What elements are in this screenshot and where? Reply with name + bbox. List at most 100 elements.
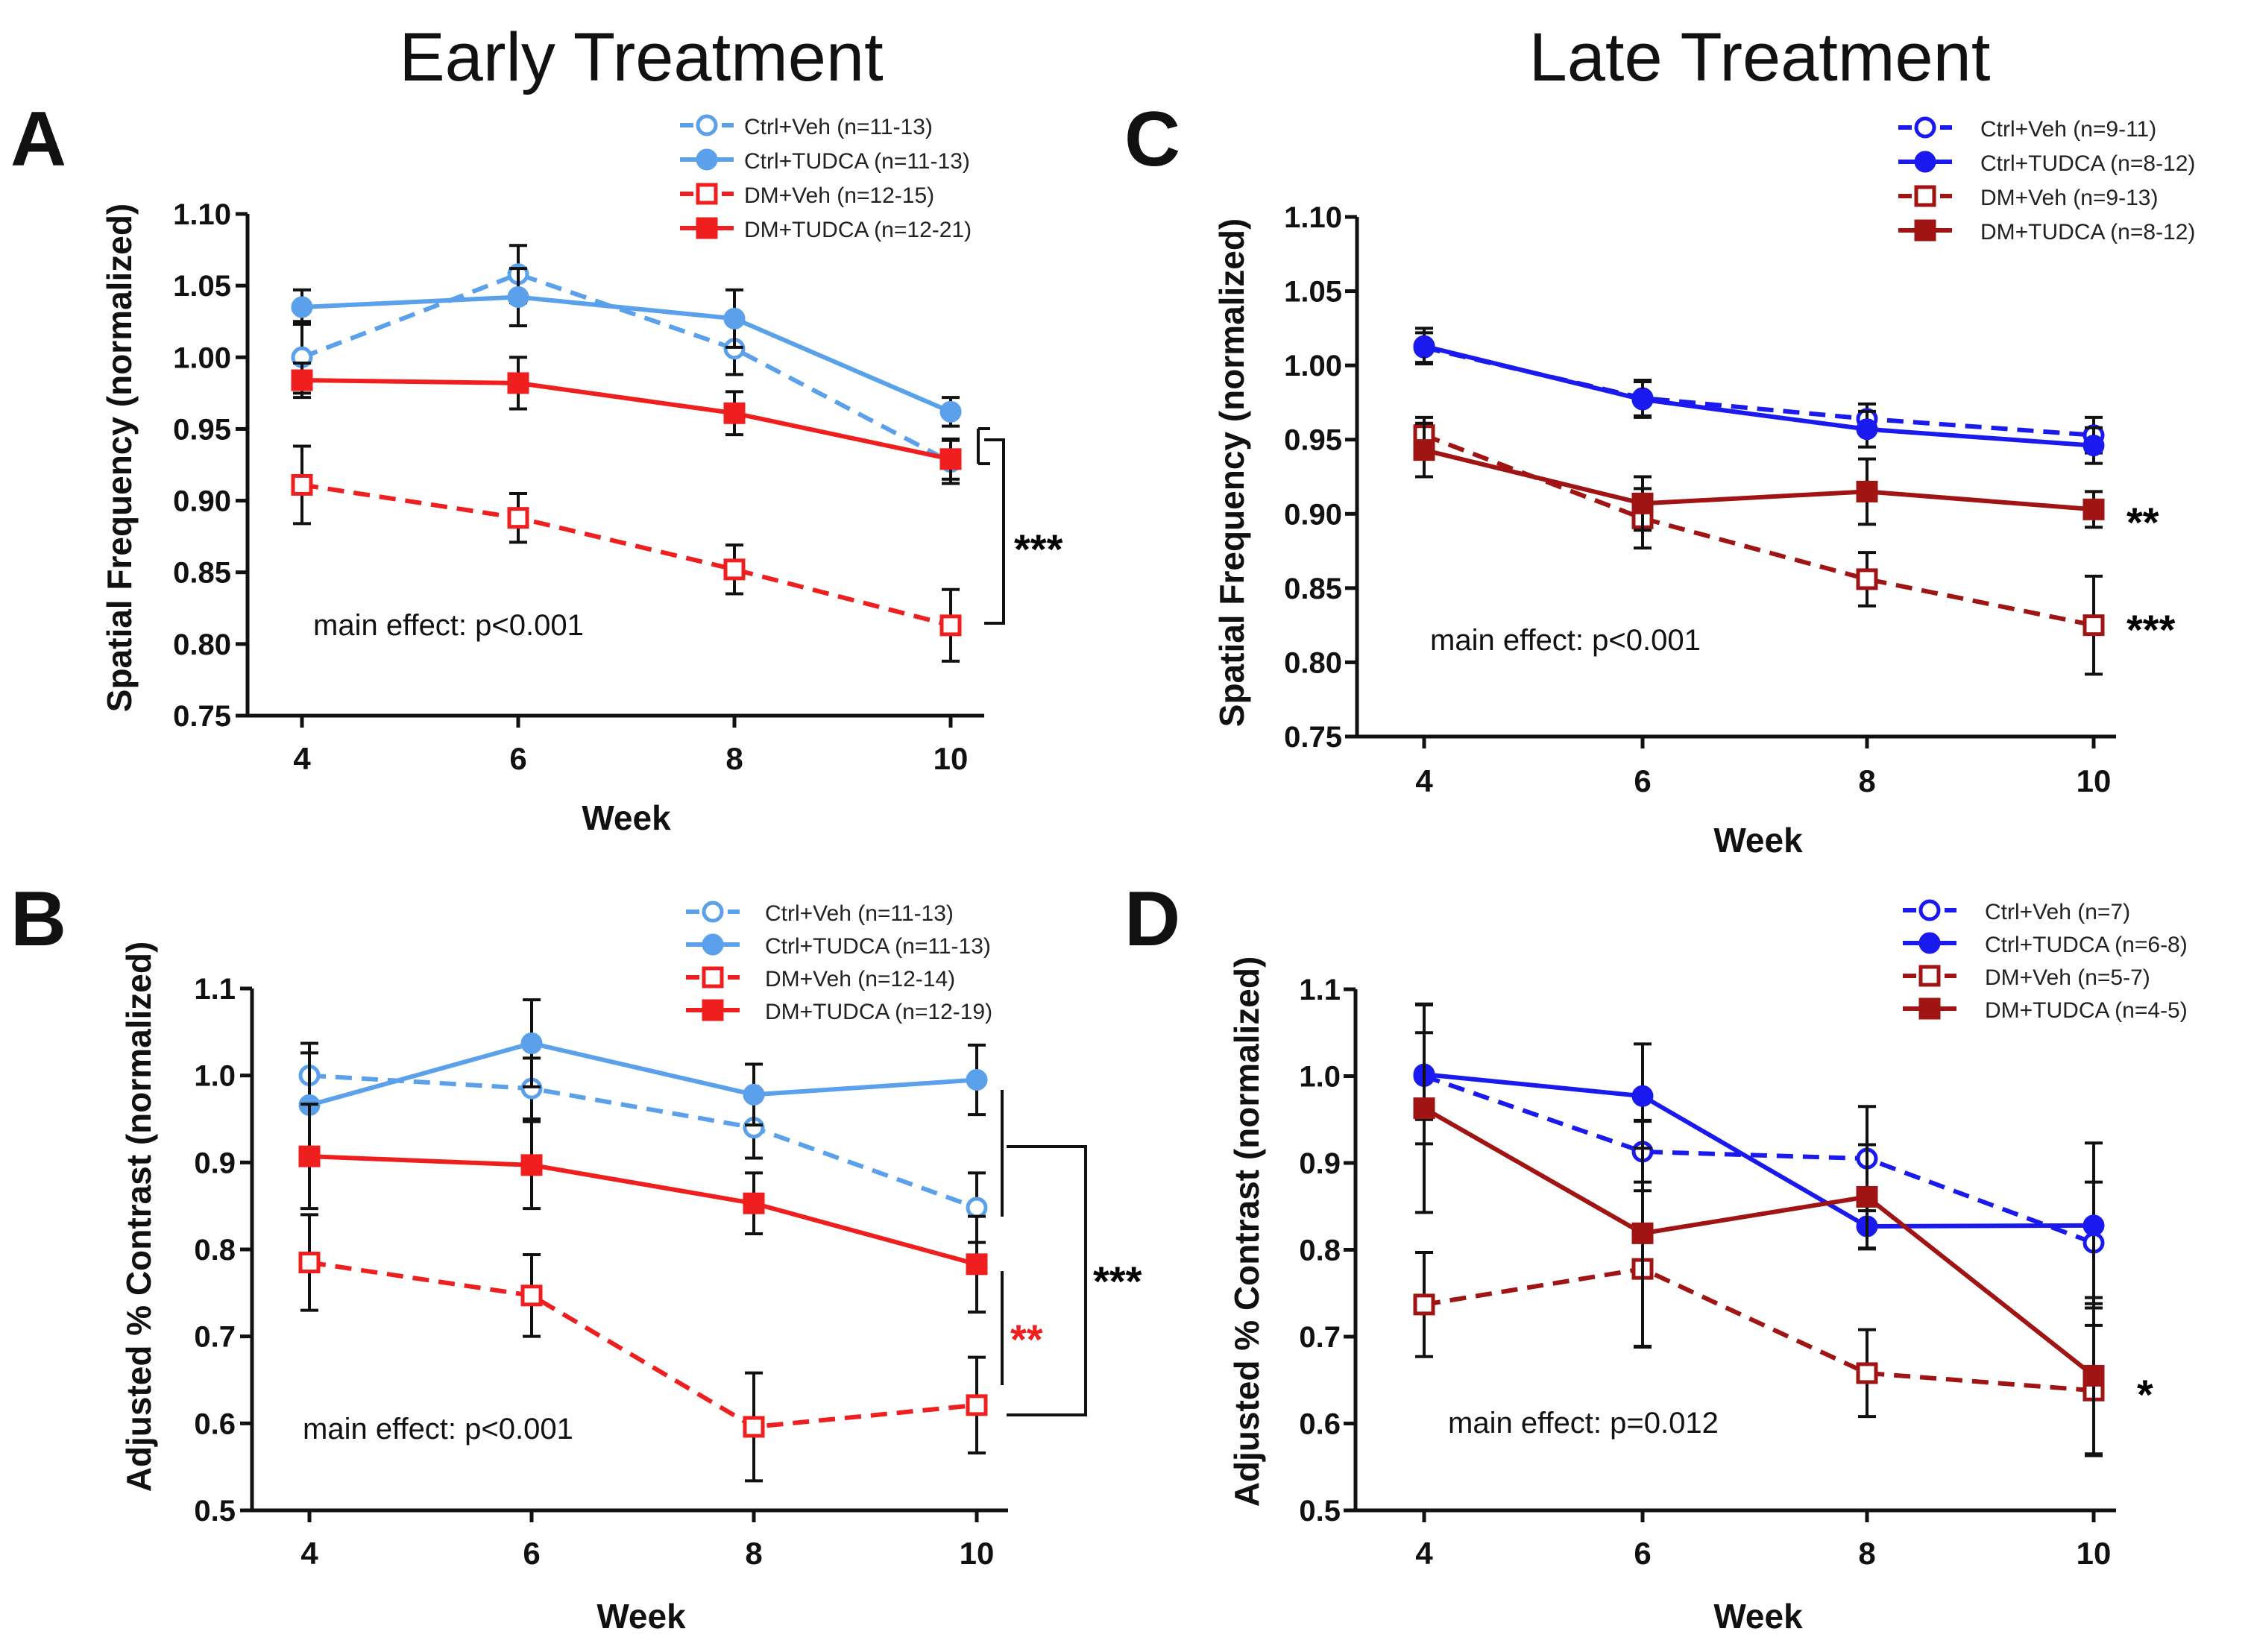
panel-b-significance-double-star: **: [1010, 1316, 1043, 1363]
panel-a-series-3-point: [939, 614, 962, 637]
panel-a-legend-swatch-marker-2: [696, 148, 718, 171]
panel-d-y-tick-label: 0.8: [1299, 1235, 1341, 1267]
panel-d-series-3-point: [1413, 1293, 1435, 1316]
panel-b-y-tick-label: 0.9: [194, 1147, 236, 1179]
panel-c-series-1-line: [1423, 345, 2094, 438]
panel-a-y-tick-label: 1.00: [173, 341, 231, 374]
panel-a-y-axis-title: Spatial Frequency (normalized): [100, 204, 139, 712]
panel-c-chart: C main effect: p<0.001 Week Spatial Freq…: [1124, 96, 2195, 860]
panel-a-letter: A: [10, 96, 66, 183]
panel-c-letter: C: [1124, 96, 1180, 183]
panel-c-series-2-point: [2082, 435, 2105, 457]
panel-d-x-axis-title: Week: [1713, 1597, 1803, 1636]
panel-d-y-tick-label: 0.7: [1299, 1321, 1341, 1354]
panel-c-legend-label-1: Ctrl+Veh (n=9-11): [1980, 117, 2156, 142]
panel-a-series-3-point: [723, 558, 746, 581]
panel-b-series-3-point: [966, 1394, 988, 1416]
panel-a-legend-label-4: DM+TUDCA (n=12-21): [744, 218, 972, 242]
panel-a-main-effect-note: main effect: p<0.001: [313, 609, 584, 642]
panel-d-y-tick-label: 1.0: [1299, 1061, 1341, 1094]
panel-d-legend-label-1: Ctrl+Veh (n=7): [1985, 900, 2130, 924]
panel-c-legend-label-2: Ctrl+TUDCA (n=8-12): [1980, 151, 2195, 176]
panel-b-legend-label-4: DM+TUDCA (n=12-19): [765, 1000, 992, 1024]
panel-d-legend-swatch-marker-1: [1918, 899, 1941, 921]
panel-c-y-tick-label: 0.85: [1284, 573, 1342, 605]
panel-c-y-tick-label: 0.80: [1284, 646, 1342, 679]
panel-b-legend-swatch-marker-2: [702, 933, 724, 956]
panel-a-series-3-point: [291, 473, 313, 496]
panel-c-legend-swatch-marker-1: [1914, 116, 1936, 139]
panel-b-x-axis-title: Week: [596, 1597, 686, 1636]
panel-a-y-tick-label: 0.75: [173, 700, 231, 733]
panel-b-legend-swatch-marker-1: [702, 901, 724, 923]
panel-c-series-4-point: [2082, 498, 2105, 520]
panel-a-legend-label-2: Ctrl+TUDCA (n=11-13): [744, 149, 970, 174]
panel-b-y-tick-label: 0.6: [194, 1407, 236, 1440]
panel-b-legend-swatch-marker-4: [702, 999, 724, 1021]
panel-c-x-tick-label: 10: [2077, 763, 2112, 798]
panel-a-series-4-point: [291, 369, 313, 391]
panel-c-y-tick-label: 0.75: [1284, 721, 1342, 754]
panel-d-series-3-point: [1856, 1362, 1878, 1384]
panel-b-legend-swatch-marker-3: [702, 966, 724, 989]
panel-c-x-axis-title: Week: [1713, 821, 1803, 860]
panel-d-letter: D: [1124, 876, 1180, 962]
panel-c-y-tick-label: 0.90: [1284, 498, 1342, 531]
panel-a-series-4-point: [939, 448, 962, 470]
panel-b-y-tick-label: 1.0: [194, 1060, 236, 1093]
panel-d-legend-swatch-marker-4: [1918, 997, 1941, 1020]
panel-a-x-tick-label: 4: [293, 741, 311, 776]
panel-d-series-1-line: [1423, 1074, 2095, 1245]
panel-c-legend-swatch-marker-2: [1914, 151, 1936, 173]
panel-b-legend-label-2: Ctrl+TUDCA (n=11-13): [765, 934, 991, 959]
panel-c-series-3-point: [2082, 614, 2105, 637]
panel-d-significance-star: *: [2137, 1371, 2153, 1418]
panel-c-series-4-point: [1413, 439, 1435, 461]
panel-c-legend-swatch-marker-4: [1914, 219, 1936, 242]
panel-c-series-2-line: [1423, 344, 2094, 448]
panel-b-series-3-line: [309, 1260, 977, 1429]
panel-d-legend-swatch-marker-3: [1918, 965, 1941, 987]
panel-d-y-tick-label: 1.1: [1299, 974, 1341, 1006]
panel-d-series-4-point: [1413, 1097, 1435, 1120]
panel-c-series-2-point: [1856, 418, 1878, 441]
panel-a-y-tick-label: 0.95: [173, 413, 231, 446]
panel-a-x-tick-label: 6: [509, 741, 526, 776]
panel-d-series-4-line: [1423, 1106, 2095, 1378]
panel-a-legend-swatch-marker-3: [696, 183, 718, 205]
panel-b-series-1-point: [966, 1197, 988, 1219]
panel-d-series-4-point: [2082, 1364, 2105, 1387]
panel-b-chart: B main effect: p<0.001 Week Adjusted % C…: [10, 876, 1142, 1636]
panel-d-main-effect-note: main effect: p=0.012: [1448, 1407, 1719, 1440]
panel-d-legend-label-3: DM+Veh (n=5-7): [1985, 965, 2150, 990]
panel-c-series-4-point: [1856, 480, 1878, 502]
panel-b-series-1-line: [309, 1073, 978, 1210]
panel-a-y-tick-label: 0.85: [173, 557, 231, 590]
panel-b-series-3-point: [743, 1416, 765, 1438]
panel-a-y-tick-label: 0.80: [173, 628, 231, 661]
panel-b-significance-triple-star: ***: [1093, 1258, 1142, 1305]
panel-b-series-2-line: [309, 1041, 977, 1108]
panel-c-y-tick-label: 0.95: [1284, 424, 1342, 457]
panel-b-series-3-point: [520, 1284, 543, 1307]
panel-a-series-2-line: [301, 294, 952, 414]
panel-b-series-2-point: [966, 1069, 988, 1091]
panel-a-y-tick-label: 0.90: [173, 485, 231, 518]
panel-a-series-2-point: [939, 400, 962, 423]
panel-c-significance-double-star: **: [2126, 499, 2159, 546]
panel-b-letter: B: [10, 876, 66, 962]
panel-a-legend-swatch-marker-1: [696, 114, 718, 136]
panel-d-series-2-point: [2082, 1214, 2105, 1237]
panel-b-x-tick-label: 4: [300, 1536, 318, 1571]
panel-d-x-tick-label: 4: [1415, 1536, 1433, 1571]
panel-b-legend-label-1: Ctrl+Veh (n=11-13): [765, 901, 954, 926]
panel-a-significance-bracket: [984, 438, 1005, 625]
panel-b-x-tick-label: 6: [523, 1536, 540, 1571]
panel-b-y-tick-label: 1.1: [194, 973, 236, 1006]
panel-b-series-2-point: [743, 1083, 765, 1106]
panel-a-series-3-line: [301, 482, 951, 628]
panel-c-y-tick-label: 1.05: [1284, 276, 1342, 309]
panel-d-series-4-point: [1631, 1222, 1654, 1244]
panel-b-y-tick-label: 0.7: [194, 1321, 236, 1354]
